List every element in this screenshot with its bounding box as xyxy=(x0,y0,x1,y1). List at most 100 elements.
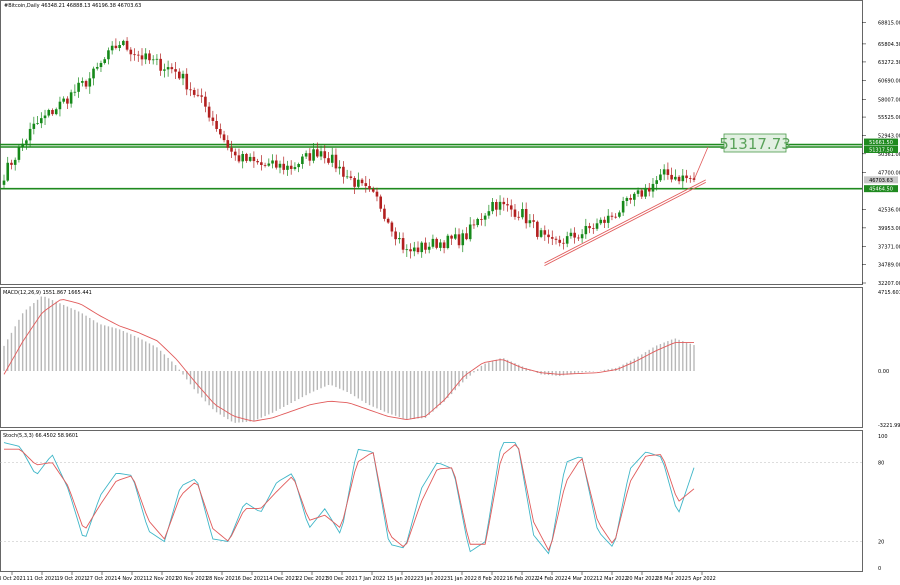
candle-body xyxy=(278,163,282,168)
candle-body xyxy=(103,59,107,63)
price-badge-box xyxy=(864,146,898,154)
candle-body xyxy=(237,155,241,162)
candle-body xyxy=(674,176,677,180)
candle-body xyxy=(442,242,446,249)
candle-body xyxy=(495,202,498,210)
stoch-tick-label: 20 xyxy=(878,540,884,546)
candle-body xyxy=(84,81,88,87)
candle-body xyxy=(621,200,625,213)
candle-body xyxy=(647,187,651,192)
candle-body xyxy=(69,92,73,104)
candle-body xyxy=(148,53,151,61)
date-tick-label: 19 Oct 2021 xyxy=(57,576,88,582)
candle-body xyxy=(394,231,397,240)
date-tick-label: 5 Apr 2022 xyxy=(688,576,716,582)
candle-body xyxy=(591,228,595,229)
candle-body xyxy=(450,235,453,239)
candle-body xyxy=(293,167,297,169)
candle-body xyxy=(308,153,312,161)
date-tick-label: 7 Jan 2022 xyxy=(359,576,386,582)
candle-body xyxy=(282,163,286,170)
stoch-tick-label: 100 xyxy=(878,434,888,440)
price-tick-label: 32207.00 xyxy=(878,281,900,287)
candle-body xyxy=(252,156,256,162)
price-panel-frame xyxy=(0,0,863,285)
price-badge-box xyxy=(864,185,898,193)
price-tick-label: 37371.00 xyxy=(878,244,900,250)
candle-body xyxy=(267,163,271,166)
candle-body xyxy=(21,143,24,148)
candle-body xyxy=(304,153,308,157)
candle-body xyxy=(446,235,450,249)
candle-body xyxy=(125,40,129,50)
candle-body xyxy=(241,153,245,162)
candle-body xyxy=(62,98,65,102)
candle-body xyxy=(364,183,368,187)
price-tick-label: 60690.00 xyxy=(878,78,900,84)
macd-tick-label: 0.00 xyxy=(878,369,889,375)
macd-header: MACD(12,26,9) 1551.867 1665.441 xyxy=(3,290,92,296)
candle-body xyxy=(25,140,28,144)
date-tick-label: 24 Feb 2022 xyxy=(536,576,567,582)
candle-body xyxy=(506,204,509,206)
candle-body xyxy=(155,58,159,60)
price-tick-label: 65804.30 xyxy=(878,42,900,48)
candle-body xyxy=(688,178,692,179)
candle-body xyxy=(379,196,383,209)
candle-body xyxy=(659,174,662,181)
candle-body xyxy=(204,96,207,107)
candle-body xyxy=(349,176,353,179)
candle-body xyxy=(371,189,375,192)
price-badge: 46703.63 xyxy=(869,178,893,184)
candle-body xyxy=(629,198,632,200)
date-tick-label: 28 Mar 2022 xyxy=(656,576,688,582)
candle-body xyxy=(521,208,524,218)
price-axis: 68815.00 65804.30 63272.30 60690.00 58007.00… xyxy=(862,20,900,287)
candle-body xyxy=(692,178,696,180)
candle-body xyxy=(39,118,43,124)
stoch-header: Stoch(5,3,3) 66.4502 58.9601 xyxy=(3,433,78,439)
candle-body xyxy=(588,225,591,229)
candle-body xyxy=(136,54,140,56)
candle-body xyxy=(28,128,32,141)
macd-axis: 4715.601 0.00 -3221.997 xyxy=(878,290,900,429)
candle-body xyxy=(543,230,547,235)
candle-body xyxy=(416,247,420,253)
candle-body xyxy=(375,191,379,197)
candle-body xyxy=(289,165,293,169)
price-tick-label: 39953.00 xyxy=(878,226,900,232)
candle-body xyxy=(390,222,394,232)
candle-body xyxy=(163,69,166,71)
candle-body xyxy=(107,50,110,60)
candle-body xyxy=(603,219,606,223)
candle-body xyxy=(315,149,319,157)
candle-body xyxy=(357,179,360,187)
candle-body xyxy=(420,242,424,253)
candle-body xyxy=(286,165,289,170)
candle-body xyxy=(207,106,211,118)
candle-body xyxy=(614,216,617,218)
candle-body xyxy=(95,67,99,69)
candle-body xyxy=(219,128,222,135)
date-tick-label: 4 Mar 2022 xyxy=(568,576,597,582)
candle-body xyxy=(222,134,226,141)
candle-body xyxy=(327,158,330,163)
candle-body xyxy=(528,220,532,224)
date-tick-label: 22 Dec 2021 xyxy=(296,576,328,582)
candle-body xyxy=(66,98,69,104)
macd-tick-label: 4715.601 xyxy=(878,290,900,296)
stoch-tick-label: 80 xyxy=(878,460,884,466)
candle-body xyxy=(47,109,51,116)
candle-body xyxy=(230,147,233,152)
candle-body xyxy=(539,230,543,237)
candle-body xyxy=(517,216,521,218)
candle-body xyxy=(573,232,576,238)
stoch-k-line xyxy=(3,442,695,555)
macd-signal-line xyxy=(3,299,694,422)
candle-body xyxy=(10,162,13,165)
target-box-frame xyxy=(723,133,787,153)
candle-body xyxy=(114,45,118,49)
candle-body xyxy=(110,45,114,51)
price-badge: 51661.50 xyxy=(869,140,893,146)
candle-body xyxy=(580,234,584,239)
